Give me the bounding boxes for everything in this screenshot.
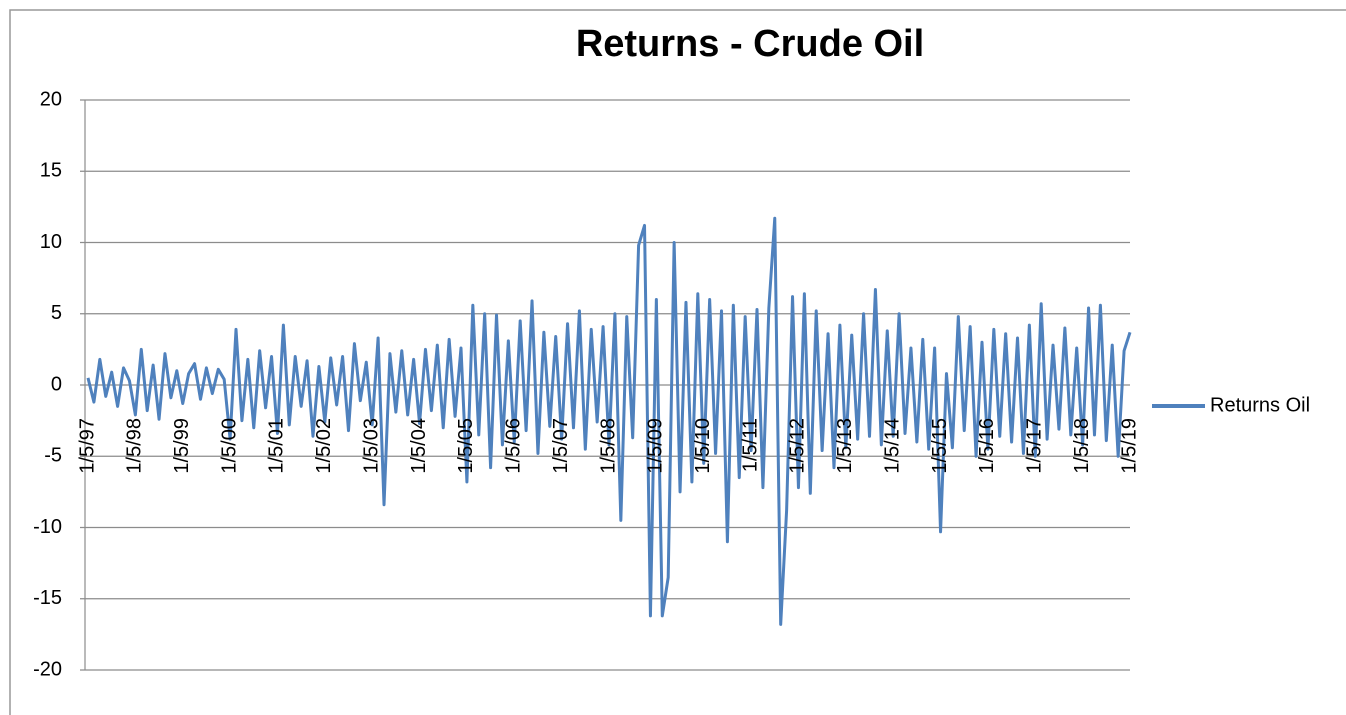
y-tick-label: 15 [40, 160, 62, 182]
x-tick-label: 1/5/05 [455, 418, 477, 474]
y-tick-label: -15 [33, 587, 62, 609]
x-tick-label: 1/5/10 [692, 418, 714, 474]
y-tick-label: -5 [44, 445, 62, 467]
x-tick-label: 1/5/09 [645, 418, 667, 474]
y-tick-label: 10 [40, 231, 62, 253]
x-tick-label: 1/5/13 [834, 418, 856, 474]
data-line [86, 216, 1132, 626]
y-tick-label: 5 [51, 302, 62, 324]
x-tick-label: 1/5/07 [550, 418, 572, 474]
legend-label: Returns Oil [1210, 394, 1310, 416]
x-tick-label: 1/5/04 [408, 418, 430, 474]
x-tick-label: 1/5/11 [739, 418, 761, 472]
x-tick-label: 1/5/00 [218, 418, 240, 474]
x-tick-label: 1/5/14 [881, 418, 903, 474]
x-tick-label: 1/5/02 [313, 418, 335, 474]
x-tick-label: 1/5/12 [787, 418, 809, 474]
x-tick-label: 1/5/08 [597, 418, 619, 474]
chart-title: Returns - Crude Oil [576, 23, 924, 65]
y-tick-label: 20 [40, 88, 62, 110]
chart-border [9, 9, 1346, 715]
x-tick-label: 1/5/17 [1024, 418, 1046, 474]
x-tick-label: 1/5/03 [360, 418, 382, 474]
x-tick-label: 1/5/97 [76, 418, 98, 474]
x-tick-label: 1/5/06 [503, 418, 525, 474]
y-tick-label: -10 [33, 516, 62, 538]
y-tick-label: 0 [51, 373, 62, 395]
x-tick-label: 1/5/01 [266, 418, 288, 474]
x-tick-label: 1/5/99 [171, 418, 193, 474]
x-tick-label: 1/5/15 [929, 418, 951, 474]
x-tick-label: 1/5/19 [1118, 418, 1140, 474]
x-tick-label: 1/5/98 [124, 418, 146, 474]
y-tick-label: -20 [33, 658, 62, 680]
x-tick-label: 1/5/18 [1071, 418, 1093, 474]
x-tick-label: 1/5/16 [976, 418, 998, 474]
